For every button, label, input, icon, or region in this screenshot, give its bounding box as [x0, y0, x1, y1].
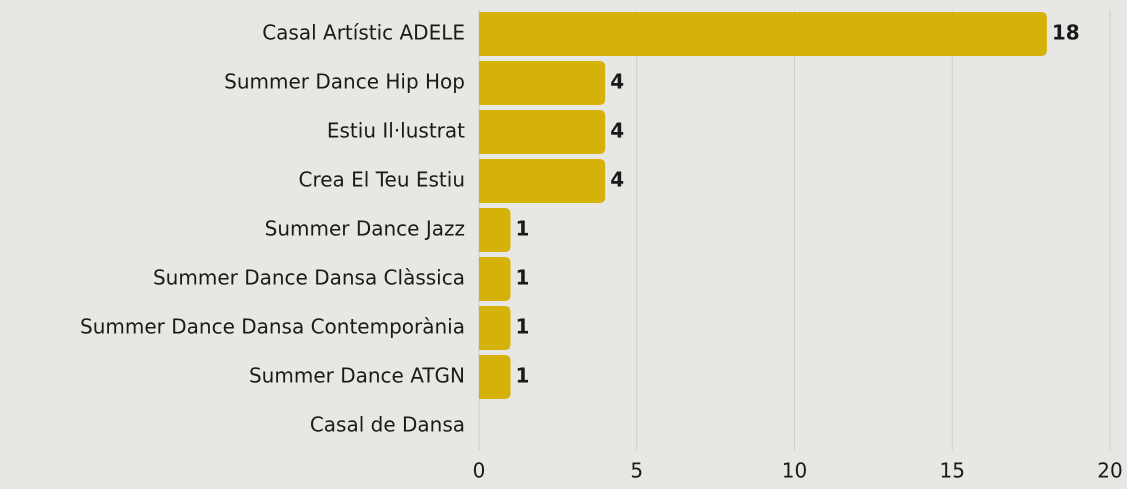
- bar: [479, 159, 606, 203]
- x-tick-label: 20: [1097, 459, 1122, 483]
- x-tick-label: 10: [782, 459, 807, 483]
- value-label: 4: [610, 119, 624, 143]
- y-tick-label: Casal Artístic ADELE: [262, 21, 465, 45]
- bar: [479, 355, 511, 399]
- value-label: 1: [516, 266, 530, 290]
- y-tick-label: Summer Dance ATGN: [249, 364, 465, 388]
- y-tick-label: Casal de Dansa: [310, 413, 465, 437]
- x-tick-label: 15: [940, 459, 965, 483]
- y-tick-label: Summer Dance Hip Hop: [224, 70, 465, 94]
- value-label: 1: [516, 315, 530, 339]
- value-label: 1: [516, 217, 530, 241]
- x-tick-label: 0: [473, 459, 486, 483]
- y-tick-label: Summer Dance Jazz: [265, 217, 465, 241]
- value-label: 1: [516, 364, 530, 388]
- value-label: 18: [1052, 21, 1080, 45]
- y-tick-label: Summer Dance Dansa Clàssica: [153, 266, 465, 290]
- y-tick-label: Summer Dance Dansa Contemporània: [80, 315, 465, 339]
- y-tick-label: Estiu Il·lustrat: [327, 119, 465, 143]
- bar: [479, 306, 511, 350]
- bar: [479, 12, 1047, 56]
- value-label: 4: [610, 168, 624, 192]
- y-tick-label: Crea El Teu Estiu: [298, 168, 465, 192]
- bar: [479, 61, 606, 105]
- bar: [479, 110, 606, 154]
- x-tick-label: 5: [630, 459, 643, 483]
- bar: [479, 257, 511, 301]
- bar: [479, 208, 511, 252]
- value-label: 4: [610, 70, 624, 94]
